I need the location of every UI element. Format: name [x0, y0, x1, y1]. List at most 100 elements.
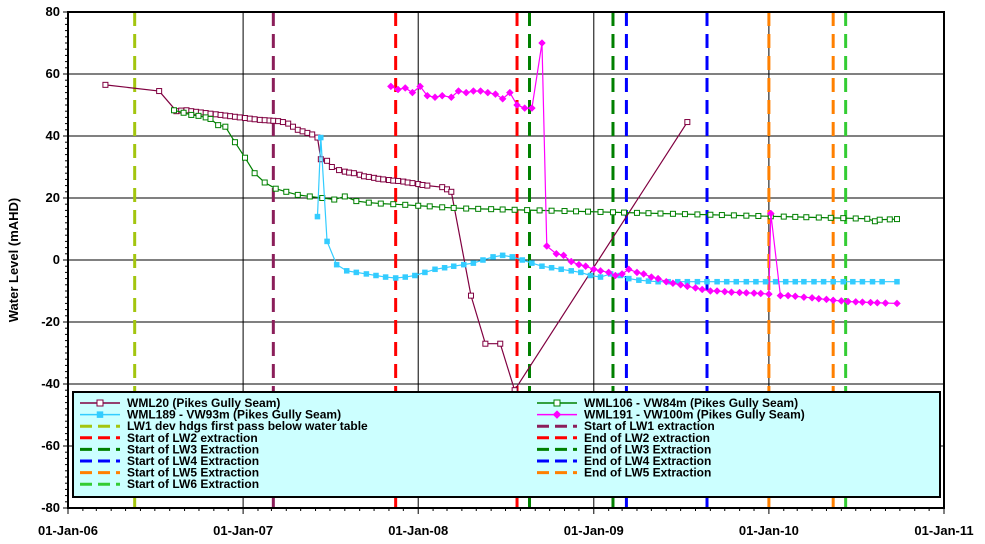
- data-point: [575, 260, 583, 269]
- data-point: [893, 216, 900, 223]
- data-point: [539, 263, 545, 269]
- data-point: [837, 297, 846, 305]
- data-point: [636, 277, 642, 283]
- legend-item: End of LW5 Extraction: [537, 466, 711, 480]
- data-point: [519, 257, 526, 263]
- data-point: [742, 289, 751, 297]
- data-point: [497, 340, 504, 347]
- data-point: [246, 115, 253, 122]
- data-point: [380, 176, 387, 183]
- data-point: [251, 116, 258, 123]
- data-point: [304, 129, 311, 136]
- data-point: [611, 271, 620, 280]
- data-point: [470, 260, 477, 266]
- data-point: [450, 204, 457, 211]
- y-tick-label: 60: [46, 66, 60, 81]
- legend-label: End of LW2 extraction: [584, 431, 710, 445]
- data-point: [755, 212, 762, 219]
- data-point: [509, 254, 515, 260]
- data-point: [633, 268, 641, 277]
- data-point: [520, 104, 529, 112]
- data-point: [454, 87, 463, 95]
- legend-item: Start of LW2 extraction: [80, 431, 258, 445]
- data-point: [676, 280, 685, 289]
- data-point: [707, 211, 714, 218]
- data-point: [743, 212, 750, 219]
- data-point: [462, 88, 471, 97]
- data-point: [808, 293, 816, 302]
- legend-item: WML20 (Pikes Gully Seam): [80, 396, 280, 410]
- data-point: [597, 274, 604, 280]
- data-point: [422, 269, 428, 276]
- data-point: [382, 274, 389, 280]
- data-point: [242, 154, 249, 161]
- data-point: [402, 201, 409, 208]
- data-point: [624, 265, 633, 274]
- legend-item: End of LW3 Extraction: [537, 442, 711, 456]
- x-tick-label: 01-Jan-06: [38, 523, 98, 538]
- y-tick-label: 20: [46, 190, 60, 205]
- data-point: [718, 212, 725, 219]
- legend-label: WML106 - VW84m (Pikes Gully Seam): [584, 396, 798, 410]
- data-point: [840, 215, 847, 222]
- data-point: [633, 209, 640, 216]
- legend-label: Start of LW6 Extraction: [127, 477, 259, 491]
- series-group: [171, 107, 900, 225]
- data-point: [306, 193, 313, 200]
- data-point: [791, 292, 800, 301]
- data-point: [171, 107, 178, 114]
- data-point: [256, 116, 263, 123]
- data-point: [401, 84, 410, 92]
- data-point: [373, 272, 379, 279]
- data-point: [647, 273, 656, 281]
- data-point: [756, 289, 765, 298]
- data-point: [222, 123, 229, 130]
- axes: 80 60 40 20 0 -20 -40 -60 -80 01-Jan-06 01-Jan-07 0…: [38, 4, 974, 538]
- data-point: [645, 278, 652, 284]
- data-point: [426, 203, 433, 210]
- y-tick-label: -40: [41, 376, 60, 391]
- data-point: [353, 269, 360, 276]
- data-point: [476, 87, 485, 95]
- data-point: [415, 202, 422, 209]
- legend-box: [72, 391, 941, 498]
- data-point: [419, 181, 426, 188]
- data-point: [684, 119, 691, 126]
- data-point: [387, 82, 395, 91]
- data-point: [180, 109, 187, 116]
- data-point: [96, 411, 104, 418]
- legend-label: Start of LW5 Extraction: [127, 466, 259, 480]
- data-point: [879, 278, 885, 285]
- data-point: [683, 282, 692, 291]
- data-point: [251, 170, 258, 177]
- data-point: [851, 297, 860, 306]
- data-point: [573, 208, 580, 215]
- data-point: [730, 212, 737, 219]
- data-point: [727, 288, 736, 297]
- data-point: [275, 118, 282, 125]
- data-point: [488, 206, 495, 213]
- legend-item: End of LW4 Extraction: [537, 454, 711, 468]
- data-point: [333, 261, 340, 268]
- data-point: [365, 199, 372, 206]
- legend-label: WML191 - VW100m (Pikes Gully Seam): [584, 408, 805, 422]
- data-point: [215, 122, 222, 129]
- data-point: [681, 211, 688, 218]
- data-point: [792, 278, 799, 285]
- data-point: [480, 257, 486, 263]
- data-point: [318, 134, 324, 141]
- legend-item: End of LW2 extraction: [537, 431, 710, 445]
- legend-item: Start of LW1 extraction: [537, 419, 715, 433]
- data-point: [231, 139, 238, 146]
- data-point: [714, 278, 720, 285]
- data-point: [408, 88, 417, 97]
- data-point: [762, 278, 769, 285]
- legend-item: WML189 - VW93m (Pikes Gully Seam): [80, 408, 341, 422]
- data-point: [548, 207, 555, 214]
- data-point: [416, 82, 424, 91]
- data-point: [294, 126, 301, 133]
- data-point: [669, 279, 677, 288]
- data-point: [365, 173, 372, 180]
- data-point: [448, 188, 455, 195]
- legend-item: Start of LW5 Extraction: [80, 466, 259, 480]
